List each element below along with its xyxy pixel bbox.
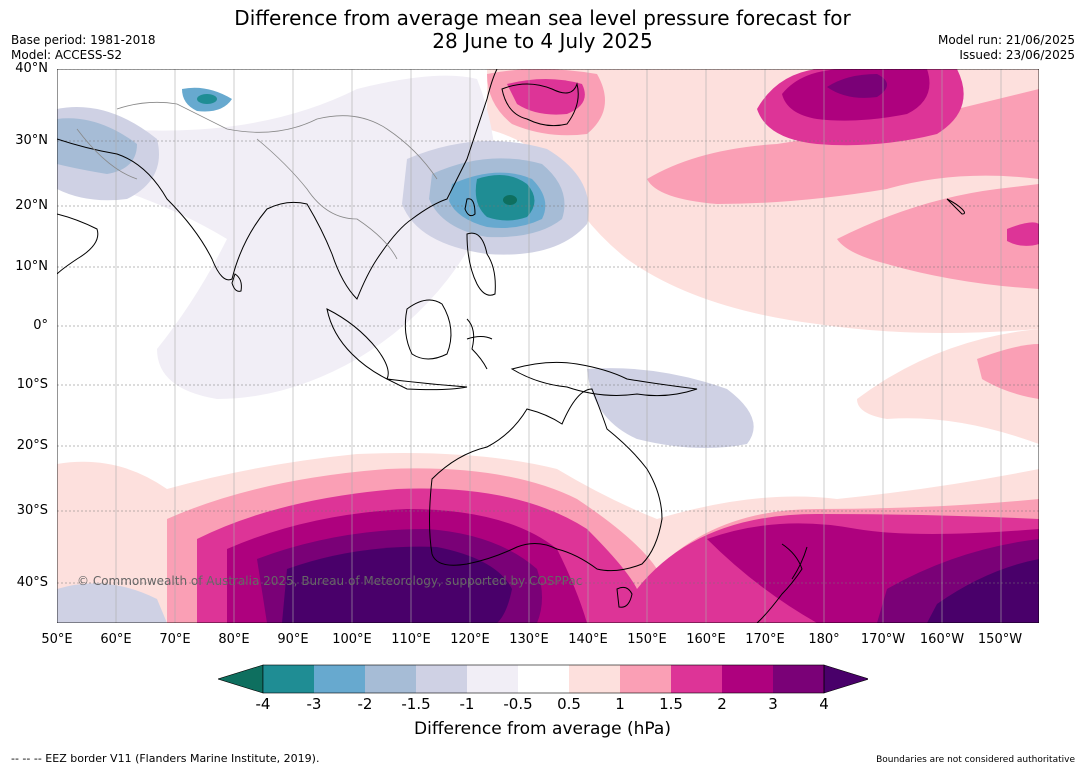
borneo-coast bbox=[404, 299, 452, 360]
colorbar-tick: -3 bbox=[306, 695, 322, 713]
lat-label: 20°N bbox=[15, 198, 48, 213]
anomaly-contour-spac-pink2 bbox=[977, 344, 1039, 399]
lon-label: 70°E bbox=[159, 632, 191, 647]
anomaly-contour-wnpac-0 bbox=[117, 75, 497, 400]
java-coast bbox=[386, 378, 468, 391]
colorbar-swatch bbox=[467, 665, 518, 693]
colorbar-swatch bbox=[314, 665, 365, 693]
australia-coast bbox=[429, 388, 663, 572]
new-guinea-coast bbox=[510, 361, 698, 397]
lat-label: 30°N bbox=[15, 133, 48, 148]
lat-label: 40°S bbox=[16, 575, 48, 590]
colorbar-tick: -1.5 bbox=[401, 695, 431, 713]
colorbar-label: Difference from average (hPa) bbox=[414, 719, 671, 739]
anomaly-contour-tibet-core bbox=[197, 94, 217, 104]
lon-label: 50°E bbox=[41, 632, 73, 647]
anomaly-contour-south-6b bbox=[927, 559, 1039, 623]
anomaly-contour-wasia-2 bbox=[57, 118, 137, 174]
lon-label: 150°E bbox=[627, 632, 667, 647]
colorbar-swatch bbox=[416, 665, 467, 693]
arabia-coast bbox=[57, 213, 99, 275]
meta-right: Model run: 21/06/2025 Issued: 23/06/2025 bbox=[938, 33, 1075, 63]
coastlines bbox=[57, 69, 965, 623]
colorbar-tick: 2 bbox=[717, 695, 727, 713]
anomaly-contour-epac-band bbox=[837, 184, 1039, 289]
lon-label: 130°E bbox=[509, 632, 549, 647]
anomaly-contour-epac-spot bbox=[1007, 222, 1039, 246]
anomaly-contour-nepac-5 bbox=[827, 74, 887, 98]
lon-label: 80°E bbox=[218, 632, 250, 647]
anomaly-contour-south-6 bbox=[282, 546, 512, 623]
boundary-disclaimer: Boundaries are not considered authoritat… bbox=[876, 755, 1075, 765]
lon-label: 170°W bbox=[860, 632, 906, 647]
lat-label: 0° bbox=[33, 318, 48, 333]
lon-label: 120°E bbox=[450, 632, 490, 647]
country-borders bbox=[76, 101, 438, 260]
hawaii-coast bbox=[946, 198, 965, 215]
lon-label: 60°E bbox=[100, 632, 132, 647]
eez-legend: -- -- -- EEZ border V11 (Flanders Marine… bbox=[11, 752, 320, 765]
colorbar-tick: -4 bbox=[255, 695, 271, 713]
base-period: Base period: 1981-2018 bbox=[11, 33, 156, 47]
lon-label: 150°W bbox=[977, 632, 1023, 647]
colorbar-tick: 1 bbox=[615, 695, 625, 713]
lat-label: 10°S bbox=[16, 377, 48, 392]
colorbar-tick: 1.5 bbox=[659, 695, 683, 713]
lon-label: 160°W bbox=[919, 632, 965, 647]
sulawesi-coast bbox=[466, 318, 493, 370]
model-name: Model: ACCESS-S2 bbox=[11, 48, 123, 62]
lat-label: 30°S bbox=[16, 503, 48, 518]
colorbar-swatch bbox=[722, 665, 773, 693]
lon-label: 140°E bbox=[568, 632, 608, 647]
meridians bbox=[57, 69, 1002, 623]
lat-label: 20°S bbox=[16, 438, 48, 453]
lon-label: 160°E bbox=[686, 632, 726, 647]
colorbar-swatch bbox=[569, 665, 620, 693]
japan-coast bbox=[501, 82, 579, 127]
lat-label: 10°N bbox=[15, 259, 48, 274]
anomaly-contour-coralsea bbox=[587, 368, 754, 448]
lon-label: 110°E bbox=[391, 632, 431, 647]
title-line-1: Difference from average mean sea level p… bbox=[234, 6, 851, 30]
colorbar-tick: 0.5 bbox=[557, 695, 581, 713]
sri-lanka-coast bbox=[231, 273, 242, 292]
lon-label: 100°E bbox=[332, 632, 372, 647]
pressure-anomaly-map: © Commonwealth of Australia 2025, Bureau… bbox=[57, 69, 1039, 623]
colorbar-swatch bbox=[671, 665, 722, 693]
colorbar-tick: 4 bbox=[819, 695, 829, 713]
colorbar-tick: -1 bbox=[459, 695, 475, 713]
colorbar-swatch bbox=[518, 665, 569, 693]
colorbar-tick: -0.5 bbox=[503, 695, 533, 713]
taiwan-coast bbox=[464, 198, 476, 217]
colorbar-border bbox=[262, 664, 825, 694]
model-run: Model run: 21/06/2025 bbox=[937, 33, 1075, 47]
colorbar-tick: 3 bbox=[768, 695, 778, 713]
colorbar-swatch bbox=[263, 665, 314, 693]
title-line-2: 28 June to 4 July 2025 bbox=[432, 29, 653, 53]
meta-left: Base period: 1981-2018 Model: ACCESS-S2 bbox=[11, 33, 156, 63]
lon-label: 180° bbox=[808, 632, 840, 647]
colorbar-extend-low bbox=[218, 664, 264, 694]
colorbar bbox=[218, 664, 868, 694]
colorbar-swatch bbox=[620, 665, 671, 693]
colorbar-tick: -2 bbox=[357, 695, 373, 713]
lon-label: 170°E bbox=[745, 632, 785, 647]
colorbar-swatch bbox=[773, 665, 824, 693]
anomaly-contour-japan-2 bbox=[507, 79, 585, 115]
lon-label: 90°E bbox=[277, 632, 309, 647]
anomaly-contour-wnpac-5 bbox=[503, 195, 517, 205]
asia-coast bbox=[57, 69, 498, 300]
philippines-coast bbox=[466, 232, 496, 296]
new-zealand-coast bbox=[756, 543, 808, 623]
colorbar-swatch bbox=[365, 665, 416, 693]
tasmania-coast bbox=[616, 586, 633, 608]
copyright-notice: © Commonwealth of Australia 2025, Bureau… bbox=[77, 574, 582, 588]
colorbar-extend-high bbox=[823, 664, 868, 694]
issued-date: Issued: 23/06/2025 bbox=[959, 48, 1075, 62]
lat-label: 40°N bbox=[15, 61, 48, 76]
anomaly-contour-sw-blue bbox=[57, 583, 167, 623]
